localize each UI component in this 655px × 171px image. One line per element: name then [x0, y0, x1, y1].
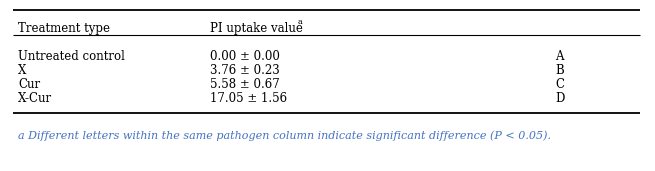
Text: X-Cur: X-Cur — [18, 92, 52, 105]
Text: 5.58 ± 0.67: 5.58 ± 0.67 — [210, 78, 280, 91]
Text: PI uptake value: PI uptake value — [210, 22, 303, 35]
Text: a: a — [298, 18, 303, 26]
Text: Cur: Cur — [18, 78, 40, 91]
Text: 17.05 ± 1.56: 17.05 ± 1.56 — [210, 92, 287, 105]
Text: 3.76 ± 0.23: 3.76 ± 0.23 — [210, 64, 280, 77]
Text: A: A — [555, 50, 563, 63]
Text: Treatment type: Treatment type — [18, 22, 110, 35]
Text: Untreated control: Untreated control — [18, 50, 125, 63]
Text: C: C — [555, 78, 564, 91]
Text: X: X — [18, 64, 26, 77]
Text: D: D — [555, 92, 565, 105]
Text: 0.00 ± 0.00: 0.00 ± 0.00 — [210, 50, 280, 63]
Text: a Different letters within the same pathogen column indicate significant differe: a Different letters within the same path… — [18, 130, 551, 141]
Text: B: B — [555, 64, 564, 77]
